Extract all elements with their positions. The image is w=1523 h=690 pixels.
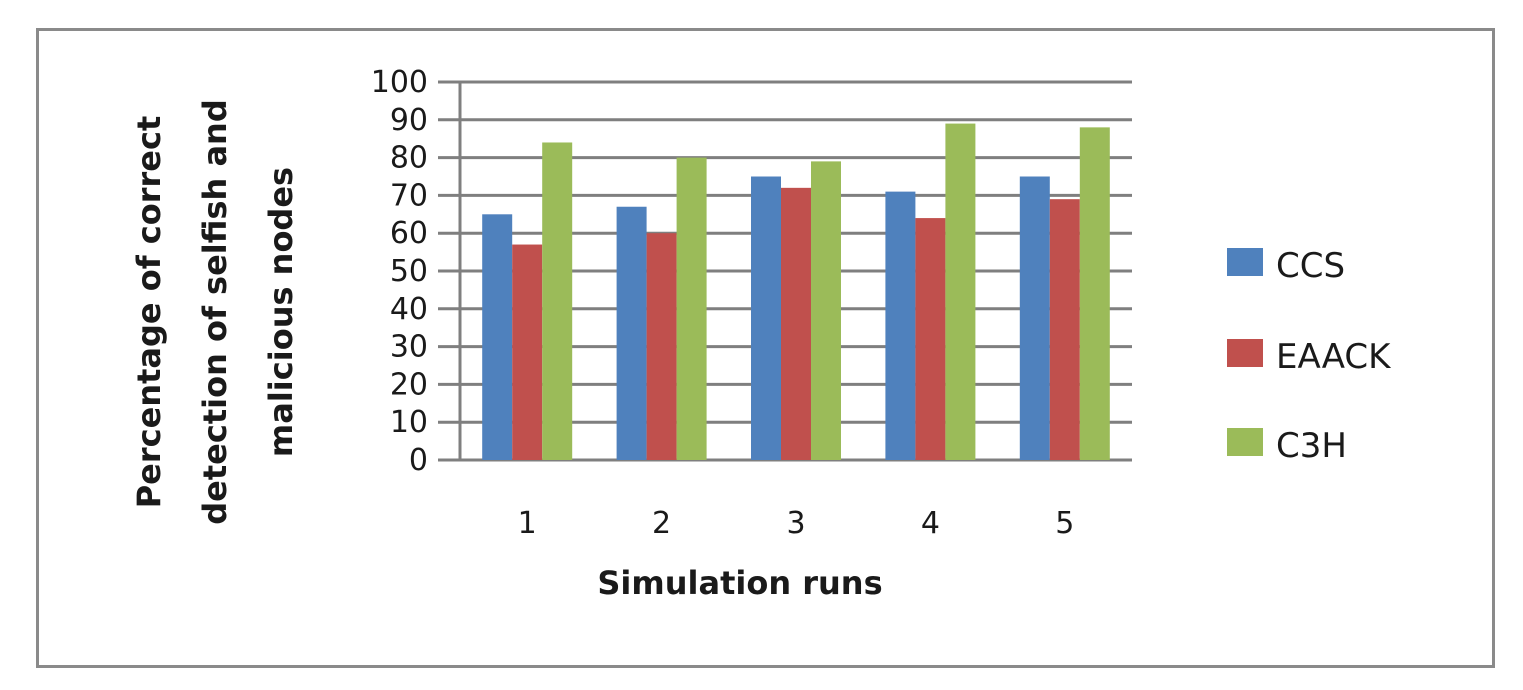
y-tick-label: 90 [390, 103, 428, 138]
legend-swatch-c3h [1227, 428, 1263, 456]
bar-eaack-5 [1049, 199, 1080, 460]
legend-swatch-ccs [1227, 248, 1263, 276]
bar-ccs-4 [885, 191, 916, 460]
y-tick-label: 40 [390, 292, 428, 327]
bar-ccs-5 [1019, 176, 1050, 460]
legend-label-c3h: C3H [1276, 426, 1347, 466]
y-tick-label: 50 [390, 254, 428, 289]
y-tick-label: 70 [390, 178, 428, 213]
x-tick-label: 4 [921, 506, 940, 541]
y-tick-label: 10 [390, 405, 428, 440]
y-tick-label: 30 [390, 330, 428, 365]
bar-eaack-1 [512, 244, 543, 460]
y-axis-title-line-2: detection of selfish and [196, 99, 234, 524]
bar-c3h-5 [1079, 127, 1110, 461]
y-tick-label: 0 [409, 443, 428, 478]
x-tick-label: 2 [652, 506, 671, 541]
legend-label-ccs: CCS [1276, 246, 1345, 286]
y-tick-label: 80 [390, 141, 428, 176]
y-axis-title-line-1: Percentage of correct [130, 116, 168, 509]
bar-ccs-3 [751, 176, 781, 460]
bars [482, 123, 1110, 461]
x-tick-label: 5 [1055, 506, 1074, 541]
x-tick-label: 3 [786, 506, 805, 541]
x-axis-title: Simulation runs [597, 564, 882, 602]
y-tick-label: 100 [371, 65, 428, 100]
bar-c3h-3 [811, 161, 841, 460]
bar-eaack-3 [781, 187, 811, 460]
legend-label-eaack: EAACK [1276, 337, 1392, 377]
legend-swatch-eaack [1227, 339, 1263, 367]
y-tick-label: 60 [390, 216, 428, 251]
x-tick-labels: 1 2 3 4 5 [518, 506, 1075, 541]
bar-c3h-1 [542, 142, 573, 461]
y-axis-title: Percentage of correct detection of selfi… [130, 99, 300, 524]
x-tick-label: 1 [518, 506, 537, 541]
legend: CCS EAACK C3H [1227, 246, 1392, 466]
bar-ccs-2 [616, 206, 647, 460]
bar-c3h-4 [945, 123, 976, 460]
y-tick-label: 20 [390, 367, 428, 402]
y-axis-title-line-3: malicious nodes [262, 167, 300, 457]
bar-ccs-1 [482, 214, 513, 460]
bar-eaack-4 [915, 218, 946, 460]
bar-eaack-2 [646, 233, 677, 460]
bar-c3h-2 [676, 157, 707, 460]
